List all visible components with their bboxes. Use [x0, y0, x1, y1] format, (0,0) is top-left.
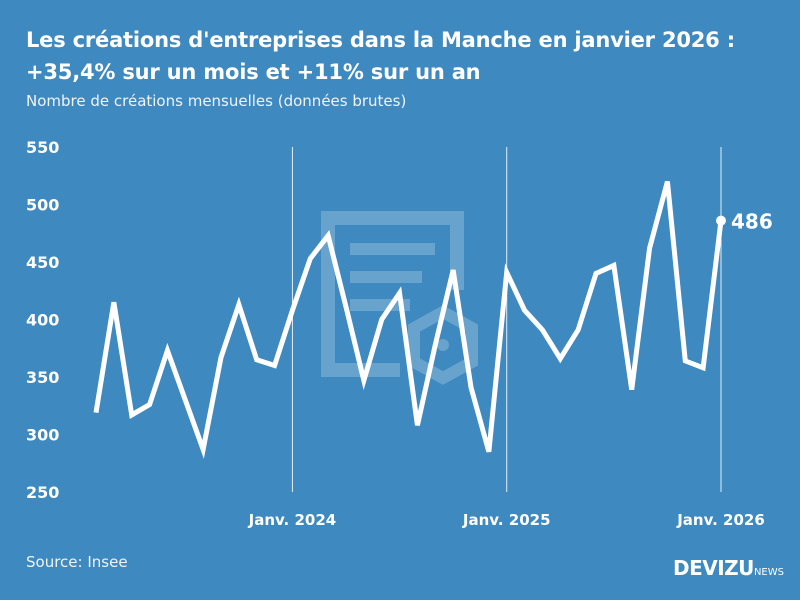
x-tick-label: Janv. 2026 [676, 511, 765, 529]
x-tick-label: Janv. 2025 [462, 511, 551, 529]
logo-text: DEVIZU [673, 556, 754, 580]
devizu-logo: DEVIZUNEWS [673, 556, 784, 580]
title-line-2: +35,4% sur un mois et +11% sur un an [26, 60, 481, 84]
x-tick-label: Janv. 2024 [248, 511, 337, 529]
y-tick-label: 300 [26, 426, 59, 445]
series-line [93, 180, 724, 459]
y-tick-label: 350 [26, 368, 59, 387]
data-point [716, 215, 726, 226]
source-note: Source: Insee [26, 553, 128, 571]
y-tick-label: 450 [26, 253, 59, 272]
y-tick-label: 550 [26, 138, 59, 157]
chart-subtitle: Nombre de créations mensuelles (données … [26, 92, 407, 110]
chart-title: Les créations d'entreprises dans la Manc… [26, 24, 735, 88]
title-line-1: Les créations d'entreprises dans la Manc… [26, 28, 735, 52]
y-tick-label: 250 [26, 483, 59, 502]
y-tick-label: 500 [26, 196, 59, 215]
y-tick-label: 400 [26, 311, 59, 330]
last-value-label: 486 [731, 210, 773, 234]
logo-suffix: NEWS [753, 567, 784, 578]
